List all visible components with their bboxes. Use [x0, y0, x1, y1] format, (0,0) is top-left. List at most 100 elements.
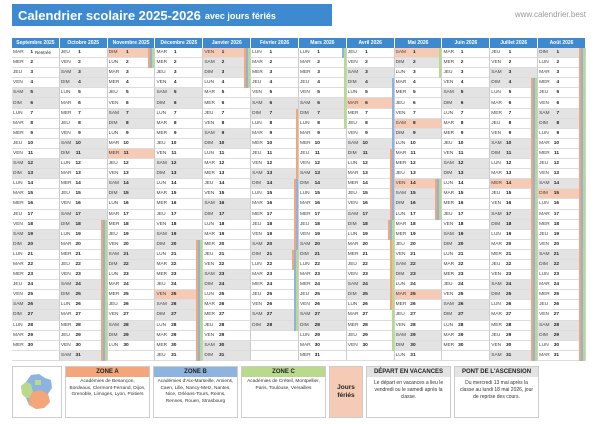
day-name: VEN [299, 302, 310, 308]
day-number: 26 [314, 302, 320, 308]
day-number: 20 [75, 241, 81, 247]
day-number: 16 [362, 201, 368, 207]
day-name: JEU [13, 211, 23, 217]
day-number: 9 [508, 130, 512, 136]
day-name: MAR [13, 332, 24, 338]
vacation-bar-zb [580, 148, 583, 160]
day-name: MER [13, 342, 24, 348]
day-cell: DIM 16 [394, 199, 443, 210]
day-number: 24 [218, 282, 225, 288]
day-cell: LUN 1 [298, 48, 347, 59]
day-name: SAM [347, 211, 359, 217]
day-cell: SAM 13 [251, 169, 299, 180]
day-cell: JEU 24 [442, 280, 491, 291]
vacation-bar-zb [580, 128, 583, 139]
day-number: 9 [125, 130, 129, 136]
vacation-bars [196, 310, 203, 321]
month-column: Août 2026 DIM 1 LUN 2 MAR 3 MER 4 JEU 5 VEN 6 SAM 7 DIM… [538, 38, 586, 362]
day-name: SAM [443, 302, 454, 308]
day-name: SAM [252, 312, 263, 318]
day-cell: DIM 14 [298, 179, 347, 190]
vacation-bar-zb [391, 138, 394, 149]
vacation-bar-za [578, 78, 581, 89]
day-cell: JEU 4 [251, 78, 299, 89]
vacation-bar-za [531, 88, 534, 99]
day-cell: MER 3 [298, 68, 347, 79]
day-name: LUN [108, 60, 119, 66]
vacation-bar-zb [293, 249, 296, 260]
vacation-bar-zc [200, 249, 203, 260]
day-cell: DIM 1 [107, 48, 156, 59]
day-cell: JEU 28 [203, 320, 252, 331]
day-cell: MER 14 [346, 179, 395, 190]
vacation-bar-zb [437, 209, 440, 220]
vacation-bar-zc [200, 330, 203, 341]
vacation-bar-zc [200, 270, 203, 281]
day-cell: MAR 20 [59, 239, 108, 250]
day-number: 5 [78, 90, 81, 96]
site-url[interactable]: www.calendrier.best [514, 10, 586, 19]
day-name: VEN [347, 60, 358, 66]
day-cell: SAM 6 [298, 98, 347, 109]
day-name: MER [13, 60, 24, 66]
vacation-bar-zc [104, 310, 107, 321]
day-name: MAR [108, 140, 120, 146]
day-name: MAR [443, 262, 455, 268]
day-cell: LUN 5 [346, 88, 395, 99]
day-cell: VEN 25 [12, 290, 60, 301]
legend-feries: Jours fériés [329, 366, 363, 418]
day-number: 17 [266, 211, 273, 217]
day-name: DIM [395, 130, 405, 136]
vacation-bar-zb [198, 239, 201, 250]
day-number: 8 [269, 120, 273, 126]
day-cell: MER 30 [442, 340, 491, 351]
vacation-bar-za [100, 290, 103, 301]
day-number: 16 [314, 201, 320, 207]
vacation-bar-zc [582, 148, 585, 160]
vacation-bar-za [244, 78, 247, 89]
day-number: 9 [412, 130, 416, 136]
day-name: MAR [347, 171, 359, 177]
day-name: VEN [347, 130, 358, 136]
day-number: 13 [75, 171, 81, 177]
vacation-bar-zb [533, 340, 536, 351]
day-number: 1 [365, 50, 368, 56]
day-number: 26 [458, 302, 464, 308]
day-number: 29 [171, 332, 177, 338]
day-cell: SAM 15 [394, 189, 443, 200]
vacation-bars [578, 189, 585, 200]
day-name: LUN [443, 251, 454, 257]
vacation-bar-zc [535, 108, 538, 119]
vacation-bar-zc [535, 239, 538, 250]
vacation-bar-zc [248, 58, 251, 69]
day-name: VEN [108, 171, 119, 177]
vacation-bar-zc [104, 330, 107, 341]
day-name: JEU [491, 191, 501, 197]
day-number: 5 [221, 90, 225, 96]
vacation-bar-zb [533, 259, 536, 271]
vacation-bar-zc [535, 98, 538, 109]
vacation-bar-zb [580, 350, 583, 361]
day-cell: DIM 28 [251, 320, 299, 331]
vacation-bars [578, 58, 585, 69]
depart-title: DÉPART EN VACANCES [367, 367, 450, 377]
day-name: VEN [108, 100, 119, 106]
vacation-bars [343, 108, 346, 119]
day-cell: MER 19 [394, 229, 443, 240]
vacation-bar-za [100, 300, 103, 311]
vacation-bars [531, 98, 538, 109]
day-name: MAR [252, 130, 263, 136]
day-cell: MER 11 [107, 148, 156, 160]
vacation-bar-zc [391, 340, 394, 351]
day-name: MER [108, 292, 120, 298]
day-number: 17 [123, 211, 129, 217]
vacation-bars [435, 189, 442, 200]
day-name: MER [443, 272, 455, 278]
day-name: JEU [156, 352, 166, 358]
day-name: SAM [299, 312, 311, 318]
day-cell: DIM 11 [490, 148, 539, 160]
legend-depart: DÉPART EN VACANCES Le départ en vacances… [366, 366, 451, 418]
day-cell: VEN 18 [155, 219, 204, 230]
vacation-bar-zb [533, 98, 536, 109]
vacation-bar-zc [582, 138, 585, 149]
